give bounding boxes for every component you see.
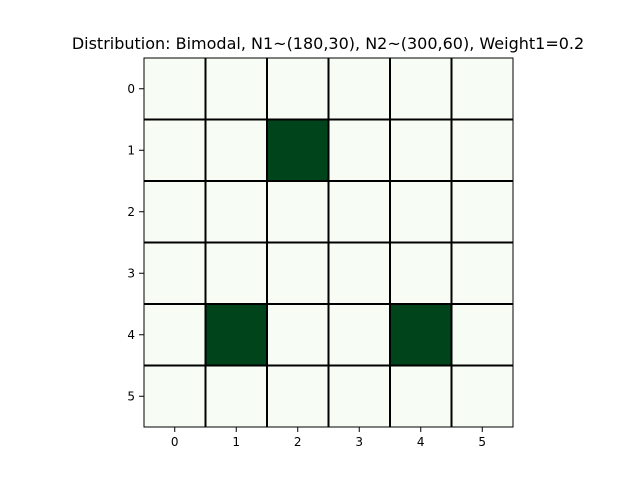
x-tick-label: 1 (232, 435, 240, 449)
heatmap-cell-r3-c3 (328, 242, 390, 304)
heatmap-cell-r0-c0 (144, 58, 206, 120)
heatmap-cell-r0-c5 (451, 58, 513, 120)
y-tick-label: 0 (127, 82, 135, 96)
heatmap-cell-r2-c4 (390, 181, 452, 243)
heatmap-cell-r1-c5 (451, 119, 513, 181)
heatmap-cell-r4-c0 (144, 304, 206, 366)
heatmap-cell-r1-c2 (267, 119, 329, 181)
heatmap-cell-r5-c5 (451, 365, 513, 427)
y-tick-label: 5 (127, 389, 135, 403)
heatmap-cell-r0-c2 (267, 58, 329, 120)
heatmap-cell-r3-c2 (267, 242, 329, 304)
heatmap-cell-r0-c3 (328, 58, 390, 120)
heatmap-cell-r5-c3 (328, 365, 390, 427)
y-tick-label: 4 (127, 328, 135, 342)
heatmap-cell-r1-c4 (390, 119, 452, 181)
heatmap-cell-r4-c3 (328, 304, 390, 366)
heatmap-cell-r3-c4 (390, 242, 452, 304)
chart-title: Distribution: Bimodal, N1~(180,30), N2~(… (72, 34, 584, 53)
y-tick-label: 3 (127, 266, 135, 280)
x-tick-label: 5 (478, 435, 486, 449)
heatmap-cell-r4-c1 (205, 304, 267, 366)
heatmap-cell-r0-c4 (390, 58, 452, 120)
x-tick-label: 0 (171, 435, 179, 449)
heatmap-cell-r4-c4 (390, 304, 452, 366)
x-tick-label: 2 (294, 435, 302, 449)
heatmap-cell-r3-c0 (144, 242, 206, 304)
heatmap-cell-r5-c2 (267, 365, 329, 427)
y-tick-label: 1 (127, 143, 135, 157)
heatmap-cell-r2-c2 (267, 181, 329, 243)
heatmap-cell-r4-c5 (451, 304, 513, 366)
x-tick-label: 4 (417, 435, 425, 449)
heatmap-cell-r2-c5 (451, 181, 513, 243)
heatmap-cell-r0-c1 (205, 58, 267, 120)
heatmap-cell-r1-c0 (144, 119, 206, 181)
heatmap-cell-r3-c5 (451, 242, 513, 304)
x-tick-label: 3 (355, 435, 363, 449)
heatmap-cell-r5-c0 (144, 365, 206, 427)
heatmap-cell-r2-c3 (328, 181, 390, 243)
heatmap-cell-r5-c4 (390, 365, 452, 427)
heatmap-cell-r3-c1 (205, 242, 267, 304)
heatmap-cell-r2-c0 (144, 181, 206, 243)
axes-frame (143, 57, 514, 428)
heatmap-plot-area: 0 1 2 3 4 5 0 1 2 3 4 5 (127, 57, 514, 449)
heatmap-cell-r1-c3 (328, 119, 390, 181)
y-tick-label: 2 (127, 205, 135, 219)
heatmap-cell-r1-c1 (205, 119, 267, 181)
heatmap-cell-r5-c1 (205, 365, 267, 427)
heatmap-cell-r4-c2 (267, 304, 329, 366)
heatmap-cell-r2-c1 (205, 181, 267, 243)
